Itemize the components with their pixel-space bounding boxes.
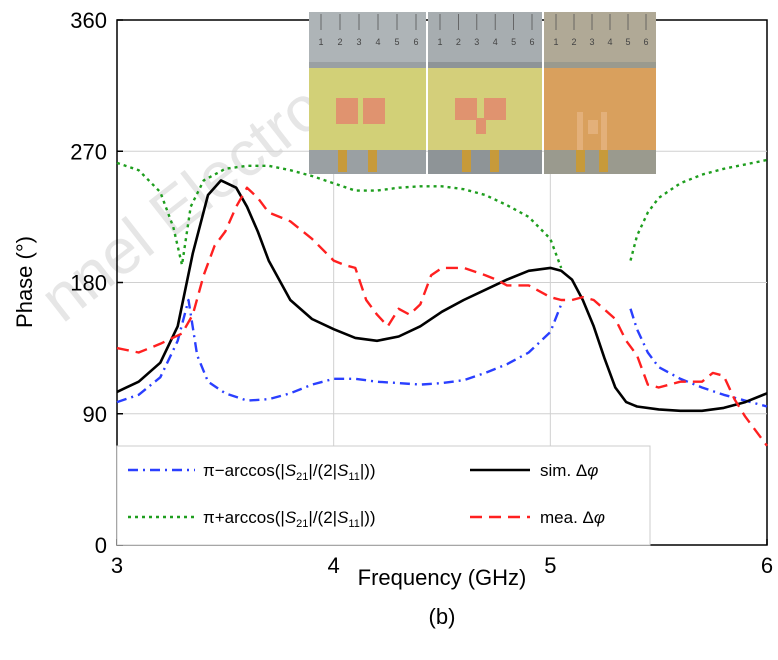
y-tick-label: 90 — [83, 402, 107, 427]
x-tick-label: 5 — [544, 553, 556, 578]
ruler-label: 3 — [474, 37, 479, 47]
legend-box — [116, 445, 651, 546]
ruler-label: 4 — [493, 37, 498, 47]
photo-2: 1 2 3 4 5 6 — [428, 12, 542, 174]
ruler-label: 3 — [356, 37, 361, 47]
series-lines — [116, 158, 768, 447]
y-tick-labels: 0 90 180 270 360 — [70, 8, 107, 558]
y-tick-label: 0 — [95, 533, 107, 558]
ruler-label: 6 — [413, 37, 418, 47]
photo-1: 1 2 3 4 5 6 — [309, 12, 426, 174]
series-line-0-segment-1 — [629, 308, 768, 408]
x-tick-label: 3 — [111, 553, 123, 578]
x-axis-title: Frequency (GHz) — [358, 565, 527, 590]
series-line-3-segment-0 — [116, 186, 768, 447]
ruler-3: 1 2 3 4 5 6 — [553, 14, 649, 47]
ruler-label: 1 — [437, 37, 442, 47]
x-tick-label: 4 — [328, 553, 340, 578]
ruler-label: 6 — [643, 37, 648, 47]
x-tick-label: 6 — [761, 553, 773, 578]
ruler-label: 3 — [589, 37, 594, 47]
legend-label-sim: sim. Δφ — [540, 461, 598, 480]
y-tick-label: 360 — [70, 8, 107, 33]
series-line-2-segment-0 — [116, 179, 768, 413]
ruler-label: 2 — [571, 37, 576, 47]
ruler-label: 5 — [394, 37, 399, 47]
ruler-label: 2 — [456, 37, 461, 47]
legend-label-pi-plus: π+arccos(|S21|/(2|S11|)) — [203, 508, 376, 530]
legend-label-mea: mea. Δφ — [540, 508, 605, 527]
ruler-label: 5 — [625, 37, 630, 47]
legend: π−arccos(|S21|/(2|S11|)) π+arccos(|S21|/… — [116, 445, 651, 546]
x-tick-labels: 3 4 5 6 — [111, 553, 773, 578]
series-line-1-segment-0 — [116, 161, 563, 269]
series-line-0-segment-0 — [116, 298, 563, 404]
y-axis-title: Phase (°) — [12, 236, 37, 328]
ruler-label: 1 — [318, 37, 323, 47]
y-tick-label: 270 — [70, 139, 107, 164]
inset-photos: 1 2 3 4 5 6 1 2 3 4 5 6 1 2 3 4 5 6 — [309, 12, 656, 174]
ruler-label: 1 — [553, 37, 558, 47]
photo-3: 1 2 3 4 5 6 — [544, 12, 656, 174]
y-tick-label: 180 — [70, 271, 107, 296]
legend-label-pi-minus: π−arccos(|S21|/(2|S11|)) — [203, 461, 376, 483]
series-line-1-segment-1 — [629, 158, 768, 261]
ruler-2: 1 2 3 4 5 6 — [437, 14, 535, 47]
ruler-label: 6 — [529, 37, 534, 47]
ruler-1: 1 2 3 4 5 6 — [318, 14, 419, 47]
panel-label: (b) — [429, 604, 456, 629]
ruler-label: 5 — [511, 37, 516, 47]
ruler-label: 4 — [375, 37, 380, 47]
ruler-label: 2 — [337, 37, 342, 47]
ruler-label: 4 — [607, 37, 612, 47]
